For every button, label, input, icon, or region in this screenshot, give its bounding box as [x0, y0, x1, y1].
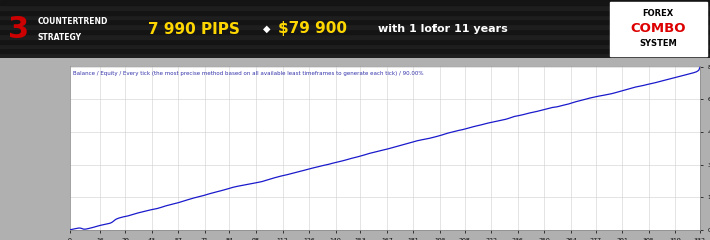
Text: with 1 lot: with 1 lot — [378, 24, 437, 34]
Bar — [0, 53, 710, 58]
Text: SYSTEM: SYSTEM — [639, 40, 677, 48]
Bar — [0, 48, 710, 53]
Bar — [0, 19, 710, 24]
Text: $79 900: $79 900 — [278, 22, 347, 36]
Text: COMBO: COMBO — [630, 23, 686, 36]
Text: 7 990 PIPS: 7 990 PIPS — [148, 22, 240, 36]
Text: STRATEGY: STRATEGY — [38, 32, 82, 42]
Text: ◆: ◆ — [263, 24, 271, 34]
Bar — [0, 39, 710, 43]
Bar — [0, 14, 710, 19]
Bar — [0, 34, 710, 39]
Bar — [0, 0, 710, 5]
Text: for 11 years: for 11 years — [432, 24, 508, 34]
Bar — [0, 29, 710, 34]
Bar — [610, 2, 707, 56]
Bar — [0, 24, 710, 29]
Text: FOREX: FOREX — [643, 10, 674, 18]
Text: 3: 3 — [8, 14, 29, 43]
Text: Balance / Equity / Every tick (the most precise method based on all available le: Balance / Equity / Every tick (the most … — [73, 71, 424, 76]
Bar — [0, 10, 710, 14]
Bar — [0, 5, 710, 10]
Text: COUNTERTREND: COUNTERTREND — [38, 17, 109, 25]
Bar — [0, 43, 710, 48]
